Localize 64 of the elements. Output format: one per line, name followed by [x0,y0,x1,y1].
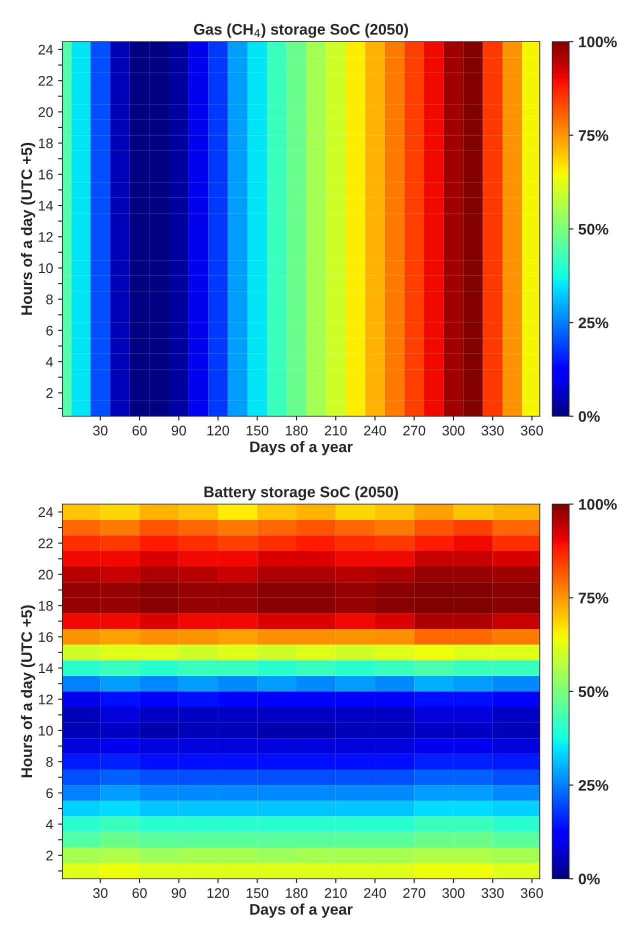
color-bar-label: 75% [578,130,608,141]
y-tick-label: 10 [38,726,53,736]
color-bar-label: 100% [579,498,617,510]
x-tick-label: 60 [132,888,147,898]
y-tick-label: 24 [38,44,53,54]
x-tick-label: 120 [208,426,230,436]
y-tick-label: 18 [38,138,53,148]
x-tick-label: 270 [403,888,426,898]
y-tick-label: 12 [38,232,53,242]
color-bar-label: 25% [578,780,608,791]
color-bar-label: 100% [579,36,617,48]
color-bar-label: 50% [578,224,608,235]
y-tick-label: 8 [46,294,53,304]
x-axis-title: Days of a year [250,441,353,456]
x-tick-label: 150 [246,426,268,436]
chart-title: Battery storage SoC (2050) [204,486,398,500]
y-tick-label: 14 [38,664,53,674]
x-tick-label: 210 [324,888,347,898]
color-bar-label: 75% [578,592,608,604]
x-tick-label: 150 [246,888,268,898]
x-tick-label: 60 [132,426,147,436]
y-tick-label: 10 [38,263,53,274]
y-tick-label: 2 [46,388,53,398]
y-tick-label: 12 [38,694,53,704]
y-tick-label: 24 [38,507,53,517]
y-tick-label: 20 [38,570,53,580]
x-tick-label: 30 [93,888,108,898]
x-tick-label: 90 [172,426,186,436]
y-tick-label: 4 [46,820,53,830]
x-tick-label: 360 [520,888,543,898]
x-tick-label: 90 [172,888,186,898]
y-tick-label: 16 [38,170,53,180]
x-tick-label: 120 [208,888,230,898]
color-bar-label: 50% [578,686,608,698]
x-tick-label: 180 [286,426,308,436]
y-tick-label: 6 [46,326,53,336]
y-axis-title: Hours of a day (UTC +5) [20,142,36,315]
x-tick-label: 300 [442,888,464,898]
y-axis-title: Hours of a day (UTC +5) [20,605,36,778]
y-tick-label: 2 [46,850,53,860]
color-bar-label: 0% [578,411,600,422]
x-tick-label: 240 [364,426,386,436]
y-tick-label: 14 [38,201,53,211]
x-tick-label: 240 [364,888,386,898]
y-tick-label: 22 [38,76,53,86]
y-tick-label: 6 [46,788,53,798]
color-bar-label: 25% [578,317,608,328]
x-tick-label: 180 [286,888,308,898]
y-tick-label: 20 [38,107,53,118]
x-tick-label: 30 [93,426,108,436]
y-tick-label: 8 [46,757,53,767]
y-tick-label: 22 [38,538,53,548]
x-tick-label: 360 [520,426,543,436]
y-tick-label: 4 [46,357,53,367]
x-tick-label: 210 [324,426,347,436]
x-tick-label: 330 [482,888,504,898]
x-tick-label: 330 [482,426,504,436]
chart-title: Gas (CH$_{4}$) storage SoC (2050) [194,24,408,38]
y-tick-label: 18 [38,600,53,611]
x-axis-title: Days of a year [250,904,353,918]
x-tick-label: 300 [442,426,464,436]
x-tick-label: 270 [403,426,426,436]
color-bar-label: 0% [578,874,600,884]
y-tick-label: 16 [38,632,53,642]
